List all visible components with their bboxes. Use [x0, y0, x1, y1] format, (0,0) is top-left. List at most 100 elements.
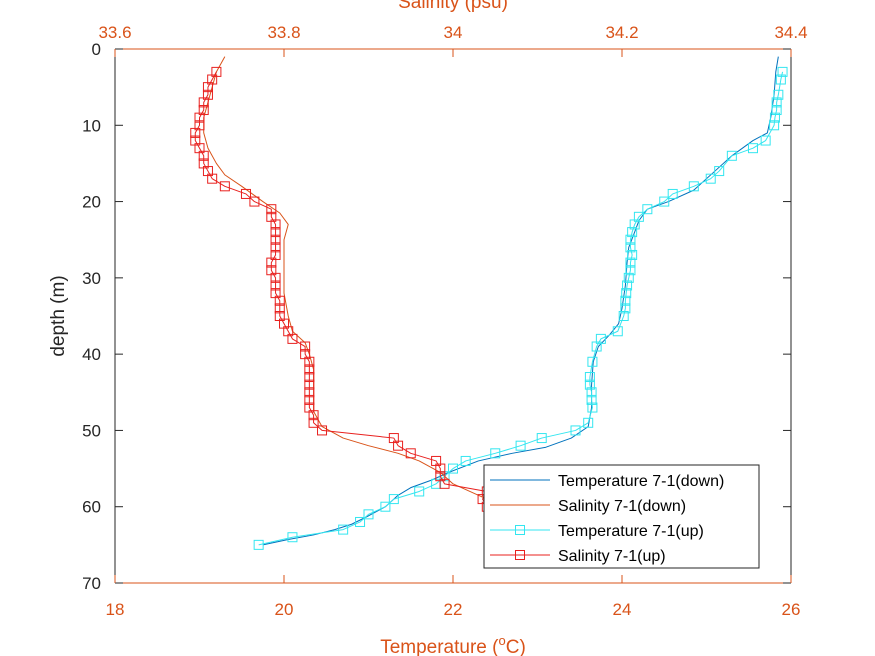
data-point — [190, 127, 201, 138]
x-top-tick-label: 34.2 — [605, 23, 638, 42]
series-line-salinity-7-1-up — [194, 71, 623, 546]
x-bottom-tick-label: 26 — [782, 600, 801, 619]
data-point — [304, 364, 315, 375]
data-point — [625, 234, 636, 245]
data-point — [317, 425, 328, 436]
data-point — [775, 74, 786, 85]
data-point — [308, 417, 319, 428]
data-point — [405, 448, 416, 459]
data-point — [583, 417, 594, 428]
data-point — [435, 463, 446, 474]
x-top-tick-label: 33.6 — [98, 23, 131, 42]
data-point — [274, 303, 285, 314]
data-point — [194, 112, 205, 123]
data-point — [587, 356, 598, 367]
data-point — [448, 463, 458, 474]
data-point — [198, 150, 209, 161]
data-point — [253, 539, 264, 550]
legend-label-salinity-7-1-down: Salinity 7-1(down) — [558, 498, 686, 515]
data-point — [393, 440, 404, 451]
y-tick-label: 30 — [82, 269, 101, 288]
x-bottom-tick-label: 22 — [444, 600, 463, 619]
data-point — [287, 333, 298, 344]
data-point — [414, 486, 425, 497]
data-point — [270, 227, 281, 238]
data-point — [769, 120, 780, 131]
data-point — [625, 242, 636, 253]
data-point — [460, 455, 471, 466]
legend-label-temperature-7-1-up: Temperature 7-1(up) — [558, 523, 704, 540]
data-point — [308, 410, 319, 421]
data-point — [612, 326, 623, 337]
x-bottom-tick-label: 20 — [275, 600, 294, 619]
data-point — [202, 82, 213, 93]
data-point — [270, 280, 281, 291]
data-point — [388, 494, 399, 505]
data-point — [625, 257, 636, 268]
x-bottom-tick-label: 24 — [613, 600, 632, 619]
data-point — [586, 387, 597, 398]
data-point — [714, 166, 725, 177]
data-point — [287, 532, 298, 543]
x-top-tick-label: 33.8 — [267, 23, 300, 42]
data-point — [338, 524, 349, 535]
data-point — [270, 219, 281, 230]
data-point — [591, 341, 602, 352]
y-tick-label: 0 — [92, 40, 101, 59]
x-top-tick-label: 34 — [444, 23, 463, 42]
data-point — [771, 97, 782, 108]
bottom-axis-title: Temperature (oC) — [380, 633, 526, 656]
data-point — [705, 173, 716, 184]
y-tick-label: 40 — [82, 345, 101, 364]
data-point — [266, 204, 277, 215]
data-point — [219, 181, 230, 192]
data-point — [536, 433, 547, 444]
data-point — [207, 173, 218, 184]
data-point — [304, 394, 315, 405]
series-line-salinity-7-1-down — [203, 56, 623, 546]
data-point — [240, 188, 251, 199]
data-point — [625, 265, 636, 276]
y-tick-label: 20 — [82, 193, 101, 212]
y-tick-label: 60 — [82, 498, 101, 517]
data-point — [515, 440, 526, 451]
plot-area — [190, 56, 788, 550]
series-line-temperature-7-1-up — [258, 71, 784, 546]
data-point — [304, 379, 315, 390]
y-tick-label: 50 — [82, 421, 101, 440]
data-point — [659, 196, 670, 207]
x-top-tick-label: 34.4 — [774, 23, 807, 42]
data-point — [620, 295, 631, 306]
data-point — [586, 394, 597, 405]
data-point — [623, 272, 634, 283]
data-point — [760, 135, 771, 146]
data-point — [627, 227, 638, 238]
data-point — [688, 181, 699, 192]
y-axis-title: depth (m) — [48, 275, 69, 356]
data-point — [747, 143, 758, 154]
data-point — [300, 341, 311, 352]
data-point — [304, 387, 315, 398]
legend-label-temperature-7-1-down: Temperature 7-1(down) — [558, 473, 724, 490]
legend-marker-temperature-7-1-up — [515, 525, 525, 535]
data-point — [270, 242, 281, 253]
data-point — [584, 379, 595, 390]
data-point — [270, 234, 281, 245]
data-point — [355, 516, 366, 527]
data-point — [587, 402, 598, 413]
data-point — [304, 356, 315, 367]
data-point — [769, 112, 780, 123]
x-bottom-tick-label: 18 — [106, 600, 125, 619]
legend-box — [483, 464, 760, 569]
data-point — [667, 188, 678, 199]
data-point — [570, 425, 581, 436]
top-axis-title: Salinity (psu) — [398, 0, 508, 13]
data-point — [584, 372, 595, 383]
y-tick-label: 70 — [82, 574, 101, 593]
data-point — [642, 204, 653, 215]
data-point — [622, 280, 633, 291]
data-point — [198, 97, 209, 108]
data-point — [266, 257, 277, 268]
data-point — [274, 295, 285, 306]
data-point — [773, 89, 784, 100]
